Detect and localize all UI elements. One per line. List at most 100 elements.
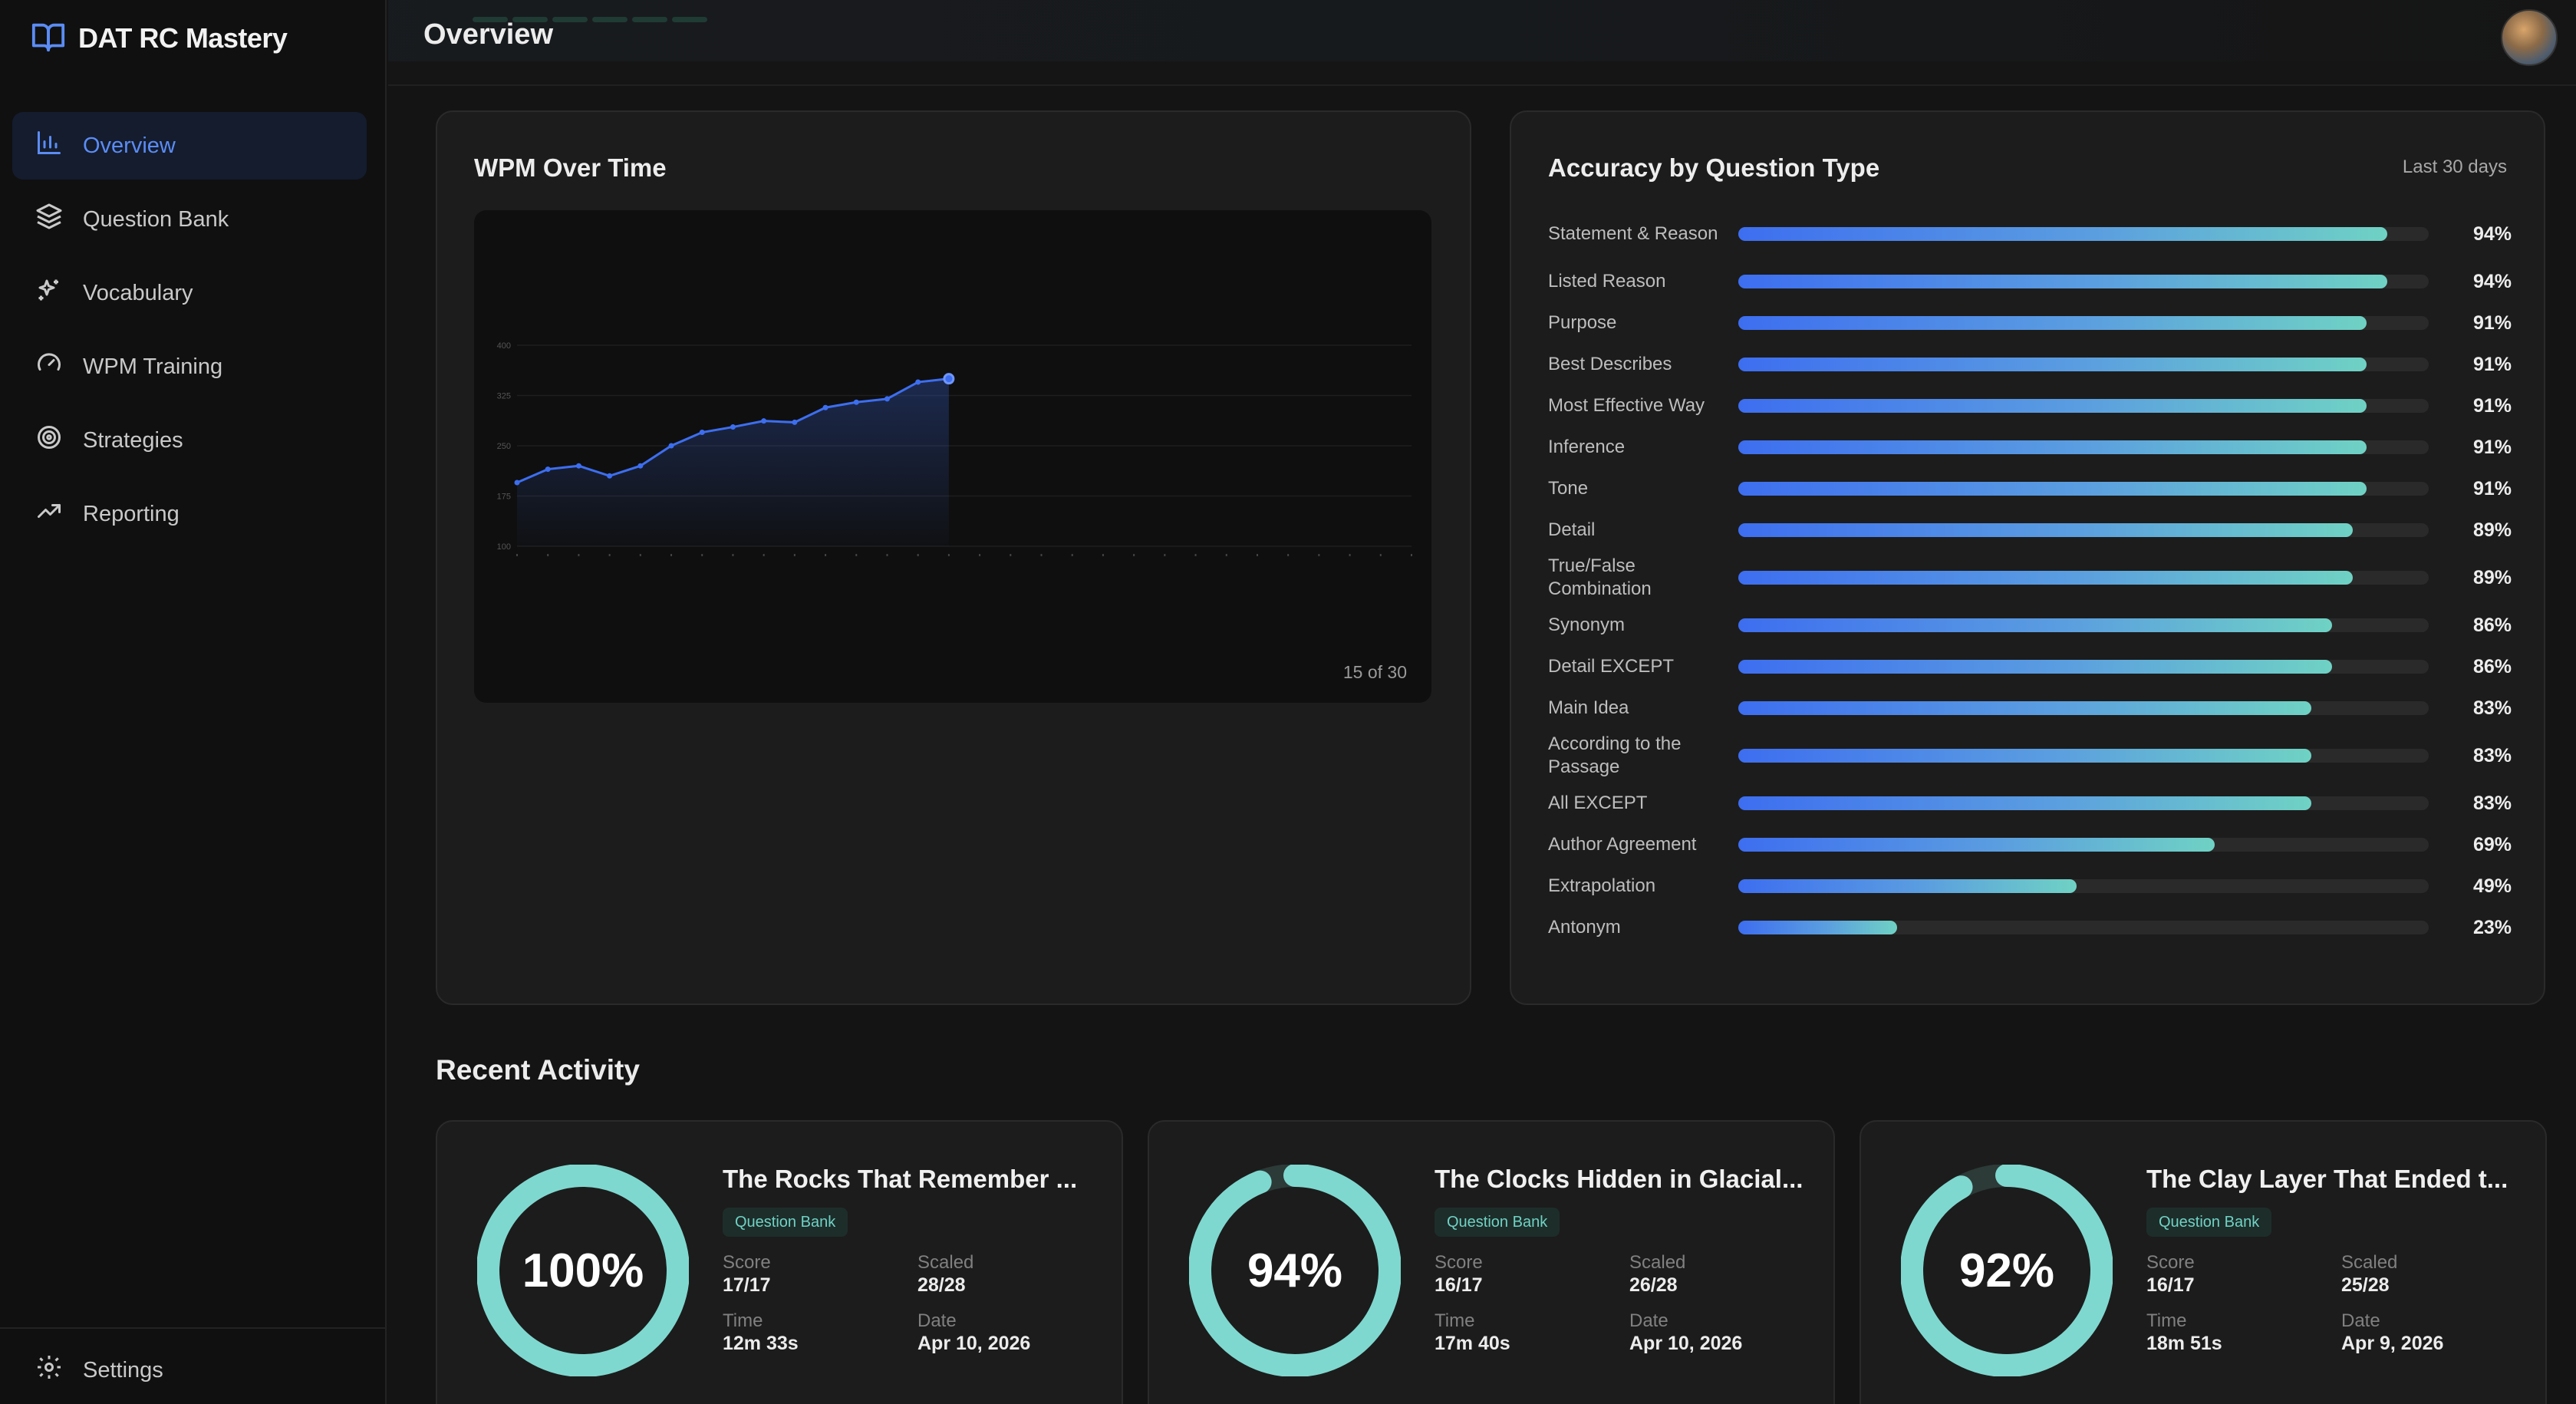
- y-tick-label: 100: [497, 542, 511, 552]
- activity-card[interactable]: 94% The Clocks Hidden in Glacial... Questi…: [1148, 1120, 1835, 1404]
- wpm-point: [792, 419, 798, 425]
- activity-title[interactable]: The Clocks Hidden in Glacial...: [1435, 1165, 1804, 1193]
- wpm-point: [943, 373, 955, 385]
- sidebar-item-reporting[interactable]: Reporting: [12, 480, 367, 548]
- accuracy-row: Most Effective Way 91%: [1548, 385, 2512, 427]
- accuracy-row: Author Agreement 69%: [1548, 824, 2512, 865]
- score-percent: 100%: [522, 1244, 644, 1297]
- sidebar-item-wpm-training[interactable]: WPM Training: [12, 333, 367, 400]
- stat-label: Time: [1435, 1310, 1475, 1331]
- score-percent: 94%: [1247, 1244, 1343, 1297]
- chart-count-label: 15 of 30: [1342, 662, 1407, 682]
- bar-chart-icon: [35, 129, 63, 163]
- accuracy-row-label: Detail EXCEPT: [1548, 656, 1675, 677]
- wpm-point: [884, 396, 890, 402]
- accuracy-row-label: Author Agreement: [1548, 834, 1697, 855]
- brand[interactable]: DAT RC Mastery: [31, 17, 288, 60]
- sidebar-item-overview[interactable]: Overview: [12, 112, 367, 180]
- accuracy-bar-fill: [1738, 482, 2367, 496]
- accuracy-row: Extrapolation 49%: [1548, 865, 2512, 907]
- stat-value: Apr 10, 2026: [917, 1333, 1031, 1354]
- sidebar-item-question-bank[interactable]: Question Bank: [12, 186, 367, 253]
- accuracy-bar-fill: [1738, 399, 2367, 413]
- accuracy-row-label: Synonym: [1548, 615, 1626, 635]
- accuracy-percent: 49%: [2472, 875, 2512, 897]
- accuracy-percent: 89%: [2472, 519, 2512, 541]
- y-tick-label: 400: [497, 341, 511, 351]
- accuracy-percent: 86%: [2472, 655, 2512, 677]
- score-ring-fill: [1901, 1165, 2113, 1376]
- sidebar-item-label: WPM Training: [83, 354, 223, 379]
- activity-card[interactable]: 92% The Clay Layer That Ended t... Questio…: [1860, 1120, 2547, 1404]
- accuracy-row: Tone 91%: [1548, 468, 2512, 509]
- activity-title[interactable]: The Clay Layer That Ended t...: [2146, 1165, 2508, 1193]
- gear-icon: [35, 1353, 63, 1387]
- app-title: DAT RC Mastery: [78, 22, 288, 54]
- accuracy-row: Listed Reason 94%: [1548, 261, 2512, 302]
- accuracy-percent: 69%: [2472, 833, 2512, 855]
- accuracy-row-label: Best Describes: [1548, 354, 1672, 374]
- accuracy-percent: 23%: [2472, 916, 2512, 938]
- wpm-area: [517, 378, 949, 546]
- accuracy-row-label: Listed Reason: [1548, 271, 1666, 292]
- accuracy-row: Inference 91%: [1548, 427, 2512, 468]
- accuracy-percent: 83%: [2472, 697, 2512, 719]
- wpm-point: [853, 399, 859, 405]
- accuracy-bar-fill: [1738, 227, 2387, 241]
- accuracy-bar-fill: [1738, 796, 2311, 810]
- trending-up-icon: [35, 497, 63, 531]
- accuracy-row: Statement & Reason 94%: [1548, 207, 2512, 261]
- stat-label: Time: [2146, 1310, 2187, 1331]
- accuracy-bar-track: [1738, 358, 2429, 371]
- accuracy-row-label: True/False Combination: [1548, 555, 1652, 599]
- sidebar-item-strategies[interactable]: Strategies: [12, 407, 367, 474]
- accuracy-bar-fill: [1738, 316, 2367, 330]
- accuracy-bar-track: [1738, 523, 2429, 537]
- wpm-point: [915, 379, 921, 385]
- score-ring-fill: [1189, 1165, 1401, 1376]
- topbar: Overview: [388, 0, 2576, 86]
- accuracy-percent: 86%: [2472, 614, 2512, 636]
- scaled-stat: Scaled 28/28: [917, 1252, 973, 1297]
- accuracy-percent: 91%: [2472, 436, 2512, 458]
- stat-value: Apr 10, 2026: [1629, 1333, 1743, 1354]
- y-tick-label: 250: [497, 442, 511, 451]
- stat-label: Scaled: [2341, 1252, 2398, 1273]
- wpm-point: [822, 404, 828, 410]
- stat-label: Date: [2341, 1310, 2380, 1331]
- wpm-point: [575, 463, 581, 469]
- wpm-card: WPM Over Time 100 175 250 325 400 15 of 30: [436, 110, 1471, 1005]
- activity-card[interactable]: 100% The Rocks That Remember ... Question …: [436, 1120, 1123, 1404]
- accuracy-percent: 89%: [2472, 566, 2512, 588]
- sidebar-item-settings[interactable]: Settings: [35, 1353, 163, 1387]
- accuracy-card-title: Accuracy by Question Type: [1548, 153, 1880, 182]
- accuracy-bar-track: [1738, 275, 2429, 288]
- sidebar: DAT RC Mastery Overview Question Bank Vo…: [0, 0, 387, 1404]
- accuracy-row-label: All EXCEPT: [1548, 793, 1648, 813]
- activity-title[interactable]: The Rocks That Remember ...: [723, 1165, 1078, 1193]
- sidebar-item-label: Question Bank: [83, 206, 229, 232]
- avatar[interactable]: [2501, 9, 2558, 66]
- accuracy-percent: 91%: [2472, 477, 2512, 499]
- accuracy-row-label: Antonym: [1548, 917, 1621, 938]
- sidebar-item-vocabulary[interactable]: Vocabulary: [12, 259, 367, 327]
- layers-icon: [35, 203, 63, 236]
- accuracy-row-label: Main Idea: [1548, 697, 1629, 718]
- sidebar-item-label: Vocabulary: [83, 280, 193, 305]
- date-stat: Date Apr 10, 2026: [1629, 1310, 1742, 1355]
- recent-activity-title: Recent Activity: [436, 1054, 640, 1086]
- accuracy-bar-track: [1738, 796, 2429, 810]
- wpm-point: [637, 463, 644, 469]
- source-badge: Question Bank: [2146, 1208, 2272, 1237]
- accuracy-percent: 91%: [2472, 311, 2512, 334]
- date-stat: Date Apr 10, 2026: [917, 1310, 1030, 1355]
- accuracy-percent: 94%: [2472, 270, 2512, 292]
- sidebar-item-label: Reporting: [83, 501, 180, 526]
- stat-label: Scaled: [917, 1252, 974, 1273]
- accuracy-row: True/False Combination 89%: [1548, 551, 2512, 605]
- wpm-point: [668, 443, 674, 449]
- stat-label: Score: [723, 1252, 771, 1273]
- accuracy-percent: 91%: [2472, 394, 2512, 417]
- target-icon: [35, 424, 63, 457]
- accuracy-bar-track: [1738, 921, 2429, 934]
